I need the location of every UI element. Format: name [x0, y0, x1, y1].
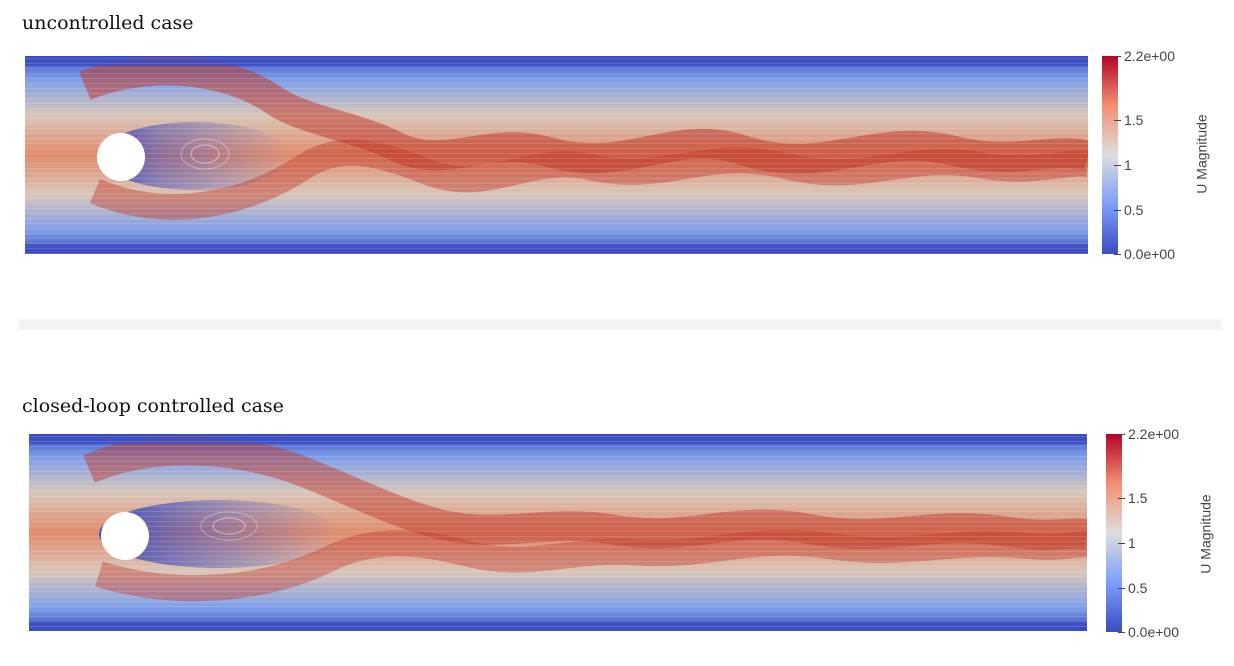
tick-1 [1118, 543, 1125, 544]
tick-1-5 [1118, 498, 1125, 499]
tick-min [1114, 254, 1121, 255]
flow-field-uncontrolled [25, 56, 1088, 254]
colorbar-uncontrolled [1102, 56, 1118, 254]
cylinder-obstacle [97, 133, 145, 181]
cylinder-obstacle [101, 512, 149, 560]
streamline-texture [25, 56, 1088, 254]
colorbar-tick-label: 1 [1128, 535, 1136, 551]
colorbar-tick-label: 0.5 [1128, 580, 1148, 596]
tick-1-5 [1114, 120, 1121, 121]
tick-0-5 [1118, 588, 1125, 589]
tick-max [1118, 434, 1125, 435]
colorbar-tick-label: 1.5 [1124, 112, 1144, 128]
colorbar-min-label: 0.0e+00 [1124, 246, 1175, 262]
colorbar-tick-label: 0.5 [1124, 202, 1144, 218]
colorbar-tick-label: 1 [1124, 157, 1132, 173]
tick-1 [1114, 165, 1121, 166]
colorbar-axis-title: U Magnitude [1193, 114, 1210, 194]
tick-max [1114, 56, 1121, 57]
panel-divider [18, 319, 1222, 330]
tick-min [1118, 632, 1125, 633]
tick-0-5 [1114, 210, 1121, 211]
colorbar-tick-label: 1.5 [1128, 490, 1148, 506]
colorbar-controlled [1106, 434, 1122, 632]
colorbar-max-label: 2.2e+00 [1128, 426, 1179, 442]
colorbar-min-label: 0.0e+00 [1128, 624, 1179, 640]
colorbar-max-label: 2.2e+00 [1124, 48, 1175, 64]
flow-field-controlled [29, 434, 1087, 631]
streamline-texture [29, 434, 1087, 631]
colorbar-axis-title: U Magnitude [1197, 494, 1214, 574]
panel-title-controlled: closed-loop controlled case [22, 395, 284, 417]
panel-title-uncontrolled: uncontrolled case [22, 12, 194, 34]
